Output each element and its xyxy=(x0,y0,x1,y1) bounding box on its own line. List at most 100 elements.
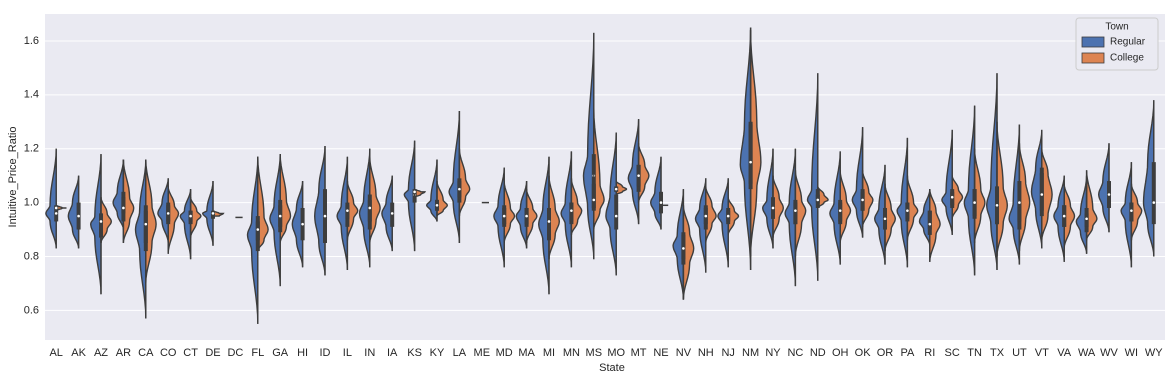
median-dot xyxy=(771,206,775,210)
x-tick-label: TN xyxy=(967,347,982,359)
median-dot xyxy=(368,206,372,210)
violin-half xyxy=(1097,143,1110,233)
violin-half xyxy=(157,178,169,244)
x-tick-label: MT xyxy=(631,347,647,359)
y-tick-label: 1.0 xyxy=(24,197,39,209)
violin-half xyxy=(1130,183,1143,241)
violin-half xyxy=(727,197,740,235)
x-tick-label: NJ xyxy=(721,347,734,359)
violin-half xyxy=(1085,170,1098,241)
violin-half xyxy=(67,175,80,249)
x-tick-label: NH xyxy=(698,347,714,359)
violin-half xyxy=(100,197,113,244)
violin-half xyxy=(346,180,359,241)
median-dot xyxy=(950,195,954,199)
median-dot xyxy=(749,160,752,164)
violin-half xyxy=(45,148,57,249)
violin-half xyxy=(985,73,998,271)
x-tick-label: WV xyxy=(1100,347,1118,359)
median-dot xyxy=(547,220,551,223)
median-dot xyxy=(144,222,148,226)
median-dot xyxy=(189,214,192,218)
violin-half xyxy=(705,186,717,244)
x-tick-label: WA xyxy=(1078,347,1096,359)
y-tick-label: 1.4 xyxy=(24,89,39,101)
x-tick-label: CA xyxy=(138,347,154,359)
x-tick-label: NE xyxy=(653,347,668,359)
violin-half xyxy=(369,156,381,244)
median-dot xyxy=(682,247,685,250)
median-dot xyxy=(54,212,58,215)
x-tick-label: OH xyxy=(832,347,849,359)
violin-half xyxy=(201,180,214,246)
x-axis-label: State xyxy=(599,362,625,374)
x-tick-label: VA xyxy=(1057,347,1072,359)
median-dot xyxy=(323,214,327,218)
median-dot xyxy=(1152,201,1156,204)
violin-half xyxy=(381,175,393,252)
violin-half xyxy=(1120,162,1133,268)
legend-label: Regular xyxy=(1110,37,1146,48)
median-dot xyxy=(883,217,887,221)
x-tick-label: OK xyxy=(855,347,872,359)
violin-half xyxy=(503,180,516,244)
x-tick-label: VT xyxy=(1035,347,1049,359)
median-dot xyxy=(906,209,909,212)
violin-half xyxy=(145,159,157,284)
violin-half xyxy=(682,205,695,300)
violin-half xyxy=(122,159,135,244)
violin-half xyxy=(1030,129,1043,249)
x-tick-label: IL xyxy=(343,347,352,359)
x-tick-label: KS xyxy=(407,347,422,359)
violin-half xyxy=(918,189,931,246)
violin-half xyxy=(1053,175,1065,262)
violin-half xyxy=(873,164,886,265)
violin-half xyxy=(717,178,729,268)
x-tick-label: IA xyxy=(387,347,398,359)
violin-half xyxy=(941,129,953,235)
y-tick-label: 1.6 xyxy=(24,35,39,47)
x-tick-label: CO xyxy=(160,347,177,359)
violin-half xyxy=(167,186,180,254)
x-tick-label: IN xyxy=(364,347,375,359)
violin-half xyxy=(537,156,550,295)
y-tick-label: 0.6 xyxy=(24,304,39,316)
median-dot xyxy=(99,220,103,223)
median-dot xyxy=(1107,193,1111,196)
median-dot xyxy=(816,198,820,202)
violin-half xyxy=(89,154,102,295)
median-dot xyxy=(301,222,304,226)
median-dot xyxy=(122,206,125,210)
median-dot xyxy=(256,228,260,231)
violin-half xyxy=(560,151,573,268)
violin-half xyxy=(605,132,617,276)
median-dot xyxy=(390,212,394,215)
violin-half xyxy=(582,32,595,260)
violin-half xyxy=(1142,100,1155,257)
violin-half xyxy=(806,73,819,281)
x-tick-label: GA xyxy=(272,347,289,359)
x-tick-label: WI xyxy=(1125,347,1138,359)
x-tick-label: LA xyxy=(453,347,467,359)
violin-half xyxy=(313,145,326,276)
violin-half xyxy=(861,170,874,227)
x-tick-label: DE xyxy=(205,347,220,359)
x-tick-label: SC xyxy=(945,347,960,359)
x-tick-label: AL xyxy=(49,347,62,359)
x-tick-label: OR xyxy=(877,347,894,359)
x-tick-label: AK xyxy=(71,347,86,359)
x-tick-label: NC xyxy=(787,347,803,359)
median-dot xyxy=(1130,209,1133,212)
violin-half xyxy=(1041,148,1053,241)
x-tick-label: NY xyxy=(765,347,781,359)
median-dot xyxy=(435,203,439,207)
median-dot xyxy=(637,174,640,177)
violin-half xyxy=(413,188,427,198)
median-dot xyxy=(614,214,618,218)
median-dot xyxy=(1018,201,1021,204)
violin-half xyxy=(784,148,797,287)
violin-half xyxy=(929,189,941,262)
x-tick-label: MD xyxy=(496,347,513,359)
violin-half xyxy=(973,148,986,244)
x-tick-label: HI xyxy=(297,347,308,359)
